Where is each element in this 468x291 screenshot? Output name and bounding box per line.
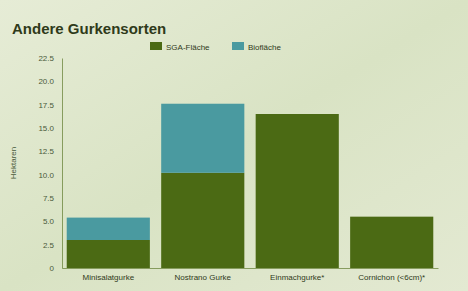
y-tick-label: 5.0 (43, 217, 55, 226)
y-tick-label: 20.0 (38, 77, 54, 86)
bar (161, 104, 244, 173)
y-tick-label: 2.5 (43, 241, 55, 250)
legend-label: Biofläche (248, 43, 281, 52)
x-tick: Nostrano Gurke (175, 268, 232, 282)
x-tick-label: Cornichon (<6cm)* (358, 273, 425, 282)
y-tick: 22.5 (38, 54, 62, 63)
x-tick: Minisalatgurke (83, 268, 135, 282)
legend-swatch (150, 42, 162, 50)
y-tick-label: 0 (50, 264, 55, 273)
y-tick-label: 15.0 (38, 124, 54, 133)
y-tick-label: 10.0 (38, 171, 54, 180)
x-tick: Einmachgurke* (270, 268, 324, 282)
y-tick-label: 22.5 (38, 54, 54, 63)
title: Andere Gurkensorten (12, 20, 166, 37)
y-tick-label: 7.5 (43, 194, 55, 203)
x-tick: Cornichon (<6cm)* (358, 268, 425, 282)
y-tick: 0 (50, 264, 62, 273)
y-axis-line (62, 59, 63, 269)
x-tick-label: Minisalatgurke (83, 273, 135, 282)
y-tick-label: 12.5 (38, 147, 54, 156)
background (0, 0, 468, 291)
y-axis-title: Hektaren (9, 147, 18, 179)
x-axis-line (63, 268, 439, 269)
legend-label: SGA-Fläche (166, 43, 210, 52)
y-tick: 2.5 (43, 241, 62, 250)
x-tick-label: Einmachgurke* (270, 273, 324, 282)
bar (67, 240, 150, 268)
y-tick: 10.0 (38, 171, 62, 180)
bar (256, 114, 339, 115)
y-axis: 0 2.5 5.0 7.5 10.0 12.5 15.0 17.5 20.0 22.5 (38, 54, 62, 273)
bar (350, 217, 433, 268)
bar (350, 216, 433, 217)
y-tick-label: 17.5 (38, 101, 54, 110)
y-tick: 5.0 (43, 217, 62, 226)
plot: 0 2.5 5.0 7.5 10.0 12.5 15.0 17.5 20.0 22.5 Minisa… (38, 54, 438, 282)
bars (67, 104, 434, 268)
legend-swatch (232, 42, 244, 50)
y-tick: 7.5 (43, 194, 62, 203)
y-tick: 15.0 (38, 124, 62, 133)
y-tick: 12.5 (38, 147, 62, 156)
bar (161, 173, 244, 268)
legend: SGA-Fläche Biofläche (150, 42, 281, 52)
bar (67, 218, 150, 240)
x-tick-label: Nostrano Gurke (175, 273, 232, 282)
y-tick: 20.0 (38, 77, 62, 86)
bar (256, 114, 339, 268)
y-tick: 17.5 (38, 101, 62, 110)
chart: Andere GurkensortenSGA-Fläche Biofläche 0 2… (0, 0, 468, 291)
x-axis: Minisalatgurke Nostrano Gurke Einmachgurke… (63, 268, 439, 282)
